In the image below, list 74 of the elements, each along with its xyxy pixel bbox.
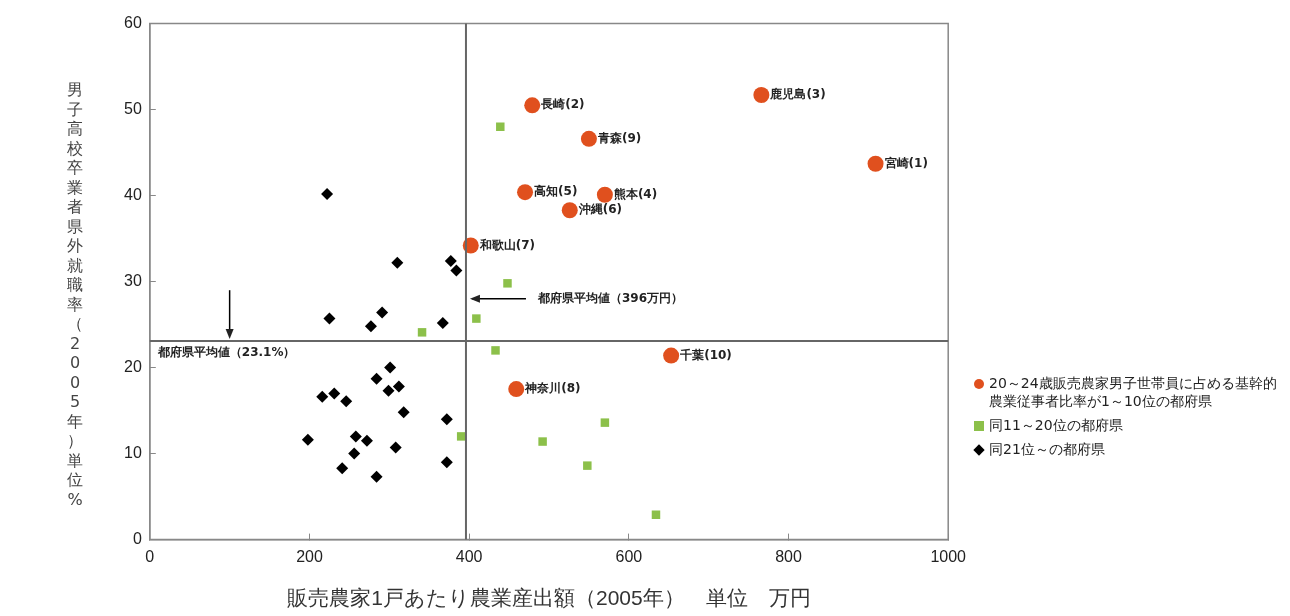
point bbox=[370, 372, 383, 385]
legend-label: 同11～20位の都府県 bbox=[989, 417, 1123, 435]
point bbox=[417, 328, 427, 337]
ref-line-label: 都府県平均値（396万円） bbox=[536, 290, 684, 305]
point bbox=[328, 387, 341, 400]
y-tick-label: 40 bbox=[124, 186, 142, 204]
y-tick-label: 0 bbox=[132, 530, 142, 548]
point bbox=[376, 306, 389, 319]
point bbox=[382, 384, 395, 397]
x-tick-label: 600 bbox=[615, 547, 643, 565]
annotation: 青森(9) bbox=[596, 130, 642, 145]
point bbox=[651, 510, 661, 519]
point bbox=[323, 312, 336, 325]
point bbox=[600, 418, 610, 427]
point bbox=[663, 347, 680, 364]
annotation: 千葉(10) bbox=[679, 347, 732, 362]
point bbox=[397, 406, 410, 419]
point bbox=[753, 86, 770, 103]
point bbox=[450, 264, 463, 277]
point bbox=[491, 346, 500, 355]
point bbox=[440, 413, 453, 426]
point bbox=[436, 316, 449, 329]
point bbox=[364, 320, 377, 333]
y-tick-label: 30 bbox=[124, 272, 142, 290]
annotation: 宮崎(1) bbox=[884, 155, 928, 170]
point bbox=[349, 430, 362, 443]
point bbox=[360, 434, 373, 447]
point bbox=[316, 390, 329, 403]
point bbox=[336, 462, 349, 475]
x-tick-label: 400 bbox=[455, 547, 483, 565]
point bbox=[440, 456, 453, 469]
point bbox=[472, 314, 481, 323]
annotation: 高知(5) bbox=[534, 184, 578, 199]
point bbox=[456, 432, 466, 441]
point bbox=[596, 186, 613, 203]
point bbox=[389, 441, 402, 454]
point bbox=[384, 361, 397, 374]
point bbox=[561, 202, 578, 219]
point bbox=[301, 433, 314, 446]
x-tick-label: 1000 bbox=[930, 547, 967, 565]
annotation: 沖縄(6) bbox=[577, 202, 623, 217]
y-tick-label: 60 bbox=[124, 14, 142, 32]
x-tick-label: 800 bbox=[775, 547, 802, 565]
point bbox=[580, 130, 597, 147]
point bbox=[867, 155, 884, 172]
x-tick-label: 0 bbox=[145, 547, 155, 565]
point bbox=[321, 187, 334, 200]
annotation: 長崎(2) bbox=[540, 97, 585, 112]
point bbox=[503, 279, 512, 288]
point bbox=[517, 184, 534, 201]
point bbox=[340, 395, 353, 408]
text: 男子高校卒業者県外就職率（2005年）単位% bbox=[67, 80, 83, 509]
y-tick-label: 20 bbox=[124, 358, 142, 376]
point bbox=[496, 122, 505, 132]
annotation: 熊本(4) bbox=[613, 186, 658, 201]
annotation: 神奈川(8) bbox=[524, 381, 581, 396]
legend-label: 同21位～の都府県 bbox=[989, 441, 1105, 459]
x-tick-label: 200 bbox=[296, 547, 323, 565]
x-axis-title: 販売農家1戸あたり農業産出額（2005年） 単位 万円 bbox=[287, 586, 811, 610]
ref-line-label: 都府県平均値（23.1%） bbox=[156, 345, 296, 360]
point bbox=[391, 256, 404, 269]
y-tick-label: 50 bbox=[124, 100, 142, 118]
annotation: 鹿児島(3) bbox=[769, 87, 826, 102]
point bbox=[538, 437, 547, 446]
point bbox=[348, 447, 361, 460]
y-tick-label: 10 bbox=[124, 444, 142, 462]
point bbox=[524, 97, 541, 114]
point bbox=[392, 380, 405, 393]
point bbox=[508, 381, 525, 398]
point bbox=[444, 254, 457, 267]
annotation: 和歌山(7) bbox=[478, 237, 536, 252]
legend-label: 20～24歳販売農家男子世帯員に占める基幹的農業従事者比率が1～10位の都府県 bbox=[989, 375, 1278, 411]
point bbox=[370, 470, 383, 483]
point bbox=[583, 461, 592, 470]
